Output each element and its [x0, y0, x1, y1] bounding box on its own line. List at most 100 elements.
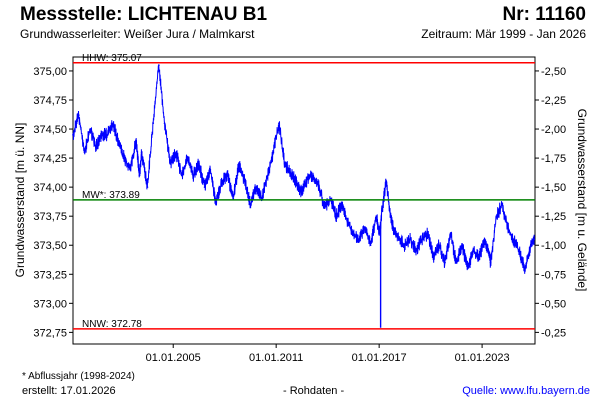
y-tick-label: 374,25 [33, 153, 67, 165]
series-point [518, 250, 521, 252]
y2-axis-label: Grundwasserstand [m u. Gelände] [575, 109, 589, 292]
series-point [455, 261, 458, 264]
x-tick-label: 01.01.2023 [455, 352, 510, 364]
series-point [358, 238, 360, 241]
y2-tick-label: -1,25 [541, 211, 566, 223]
series-point [444, 261, 446, 264]
series-point [461, 244, 463, 247]
series-point [323, 207, 326, 209]
series-point [363, 226, 366, 229]
series-point [112, 122, 114, 125]
series-point [138, 174, 141, 177]
y2-tick-label: -2,00 [541, 124, 566, 136]
y-tick-label: 374,00 [33, 182, 67, 194]
series-point [312, 174, 315, 177]
series-point [169, 162, 172, 165]
series-point [506, 226, 509, 229]
y-tick-label: 374,50 [33, 124, 67, 136]
station-number: Nr: 11160 [502, 4, 586, 25]
series-point [77, 114, 80, 116]
series-point [389, 215, 392, 218]
y2-tick-label: -1,50 [541, 182, 566, 194]
y-tick-label: 373,50 [33, 240, 67, 252]
series-point [466, 267, 469, 270]
series-point [192, 174, 195, 177]
series-point [478, 255, 481, 258]
series-point [369, 244, 372, 247]
series-point [415, 250, 418, 252]
series-point [495, 215, 498, 218]
y-tick-label: 374,75 [33, 95, 67, 107]
y2-tick-label: -2,25 [541, 95, 566, 107]
raw-data-note: - Rohdaten - [283, 385, 345, 397]
series-point [472, 250, 475, 252]
series-point [272, 151, 275, 154]
series-point [72, 133, 74, 136]
series-point [533, 238, 536, 241]
series-point [129, 168, 132, 171]
series-point [146, 186, 149, 189]
series-point [438, 244, 441, 247]
series-point [341, 203, 343, 206]
series-point [152, 122, 155, 125]
y-tick-label: 372,75 [33, 327, 67, 339]
series-point [255, 186, 258, 189]
series-point [524, 267, 526, 270]
series-point [409, 238, 412, 241]
series-point [501, 203, 503, 206]
series-point [238, 162, 240, 165]
x-tick-label: 01.01.2011 [249, 352, 303, 364]
series-point [157, 64, 160, 67]
series-point [449, 232, 452, 235]
y-tick-label: 373,75 [33, 211, 67, 223]
series-point [335, 215, 338, 218]
series-point [83, 151, 86, 154]
series-point [226, 174, 229, 177]
station-title: Messstelle: LICHTENAU B1 [20, 4, 268, 25]
series-point [140, 151, 143, 154]
x-tick-label: 01.01.2017 [352, 352, 407, 364]
series-point [266, 174, 269, 177]
series-point [186, 157, 189, 159]
series-point [203, 186, 206, 189]
reference-line-label: NNW: 372.78 [82, 319, 142, 330]
series-point [375, 215, 378, 218]
series-point [278, 122, 280, 125]
y2-tick-label: -1,75 [541, 153, 566, 165]
series-point [381, 209, 383, 212]
y-tick-label: 373,25 [33, 269, 67, 281]
series-point [426, 232, 429, 235]
series-point [197, 162, 200, 165]
series-point [289, 172, 292, 175]
series-point [398, 238, 400, 241]
y-tick-label: 373,00 [33, 298, 67, 310]
series-point [117, 142, 120, 144]
x-tick-label: 01.01.2005 [146, 352, 201, 364]
y-tick-label: 375,00 [33, 66, 67, 78]
y2-tick-label: -0,25 [541, 327, 566, 339]
source-link[interactable]: Quelle: www.lfu.bayern.de [462, 385, 590, 397]
series-point [385, 180, 388, 183]
series-point [220, 180, 223, 183]
series-point [95, 145, 97, 148]
series-point [243, 180, 246, 183]
footnote: * Abflussjahr (1998-2024) [22, 371, 135, 382]
series-point [123, 157, 126, 159]
y2-tick-label: -1,00 [541, 240, 566, 252]
y2-tick-label: -2,50 [541, 66, 566, 78]
series-point [175, 151, 177, 154]
reference-line-label: MW*: 373.89 [82, 190, 140, 201]
series-point [249, 203, 252, 206]
series-point [283, 162, 286, 165]
y2-tick-label: -0,50 [541, 298, 566, 310]
series-point [432, 255, 435, 258]
series-point [163, 122, 166, 125]
y2-tick-label: -0,75 [541, 269, 566, 281]
aquifer-label: Grundwasserleiter: Weißer Jura / Malmkar… [20, 27, 255, 41]
series-point [403, 244, 406, 247]
series-point [209, 168, 212, 171]
series-point [215, 203, 217, 206]
series-point [135, 139, 137, 142]
series-point [306, 176, 309, 179]
